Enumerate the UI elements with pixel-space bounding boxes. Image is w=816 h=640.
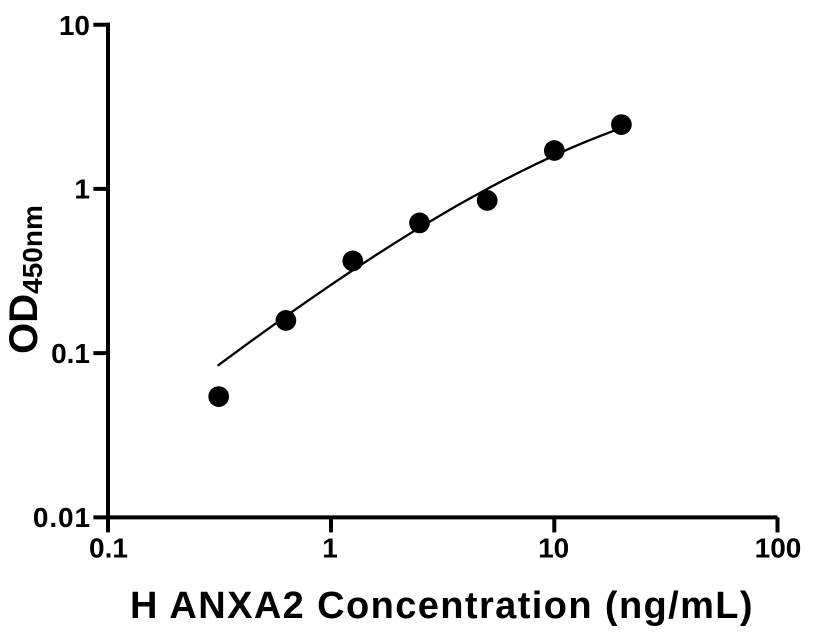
svg-text:10: 10: [59, 10, 90, 41]
svg-text:0.01: 0.01: [33, 502, 91, 533]
svg-text:H ANXA2 Concentration (ng/mL): H ANXA2 Concentration (ng/mL): [130, 585, 754, 627]
svg-text:0.1: 0.1: [89, 533, 128, 564]
svg-text:1: 1: [322, 533, 338, 564]
svg-text:1: 1: [74, 174, 90, 205]
svg-text:OD450nm: OD450nm: [2, 205, 48, 354]
svg-text:0.1: 0.1: [51, 338, 90, 369]
svg-text:100: 100: [755, 533, 802, 564]
svg-text:10: 10: [538, 533, 569, 564]
